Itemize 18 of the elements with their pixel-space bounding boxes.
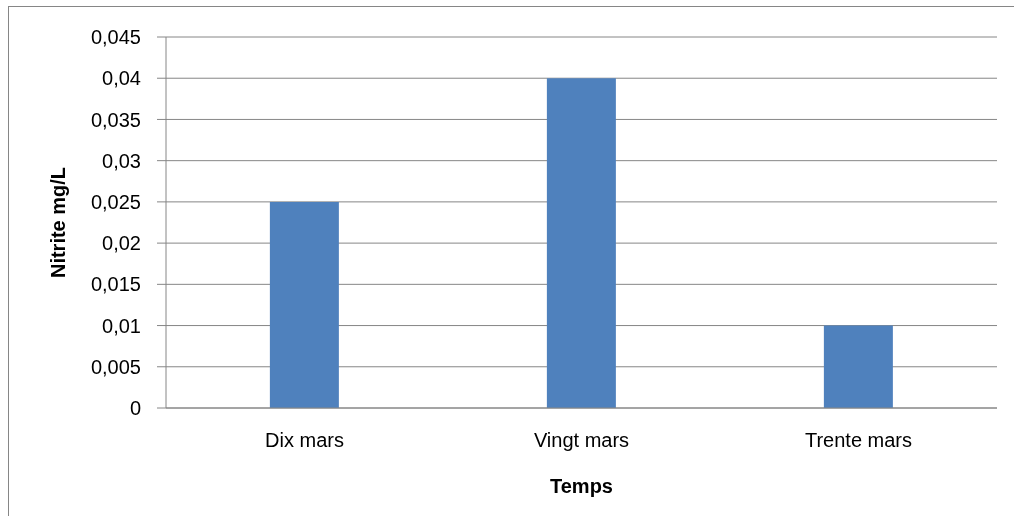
bar <box>269 201 339 408</box>
bar <box>823 325 893 408</box>
y-tick-label: 0,03 <box>102 149 141 172</box>
x-tick-label: Trente mars <box>804 429 913 452</box>
x-tick-label: Dix mars <box>265 429 344 452</box>
y-tick-label: 0 <box>129 397 141 420</box>
y-axis-title: Nitrite mg/L <box>47 166 69 279</box>
x-tick-label: Vingt mars <box>533 429 630 452</box>
y-tick-label: 0,01 <box>102 314 141 337</box>
y-tick-label: 0,02 <box>102 232 141 255</box>
y-tick-label: 0,025 <box>90 190 141 213</box>
y-tick-label: 0,045 <box>90 26 141 49</box>
x-axis-title: Temps <box>550 475 613 497</box>
y-tick-label: 0,005 <box>90 355 141 378</box>
y-tick-label: 0,015 <box>90 273 141 296</box>
y-tick-label: 0,04 <box>102 67 141 90</box>
bar <box>546 78 616 408</box>
y-tick-label: 0,035 <box>90 108 141 131</box>
